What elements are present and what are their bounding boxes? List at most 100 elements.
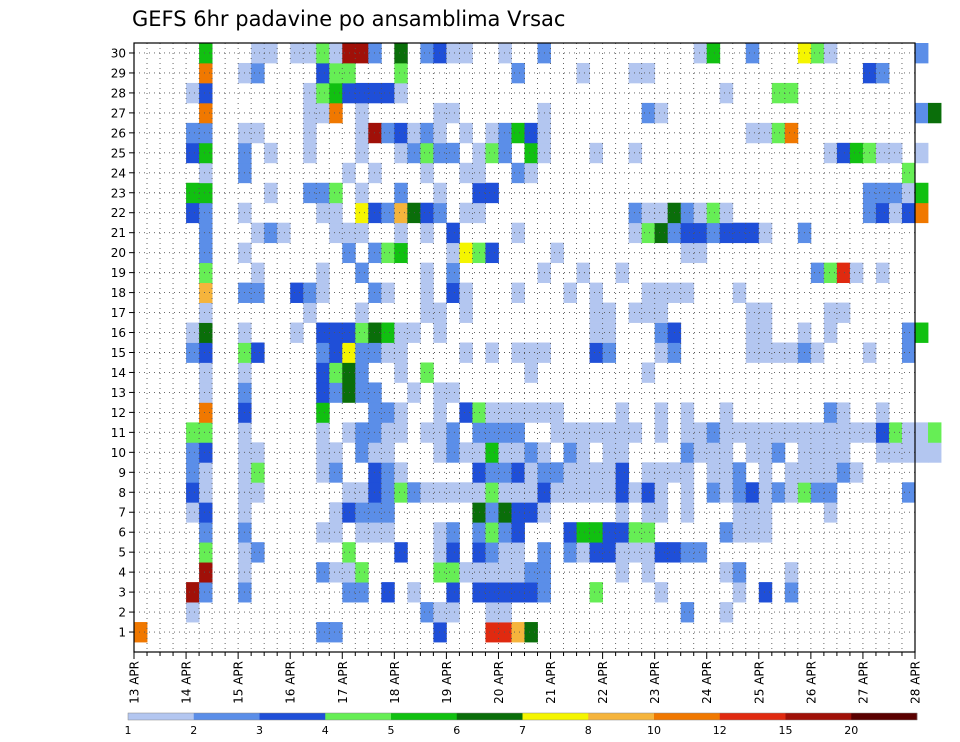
legend-label: 12 bbox=[713, 724, 727, 737]
legend-label: 6 bbox=[453, 724, 460, 737]
heatmap-cell bbox=[693, 242, 708, 264]
heatmap-cell bbox=[589, 522, 603, 543]
heatmap-cell bbox=[199, 402, 213, 423]
heatmap-cell bbox=[381, 402, 395, 423]
heatmap-cell bbox=[654, 582, 669, 603]
heatmap-cell bbox=[342, 502, 356, 523]
heatmap-cell bbox=[433, 122, 447, 144]
heatmap-cell bbox=[342, 222, 356, 244]
heatmap-cell bbox=[641, 282, 656, 303]
heatmap-cell bbox=[641, 202, 656, 224]
heatmap-cell bbox=[342, 342, 356, 363]
heatmap-cell bbox=[693, 43, 708, 64]
heatmap-cell bbox=[758, 522, 773, 543]
y-tick-label: 8 bbox=[118, 486, 126, 500]
heatmap-cell bbox=[485, 422, 499, 443]
heatmap-cell bbox=[199, 122, 213, 144]
heatmap-cell bbox=[875, 182, 890, 204]
legend-label: 4 bbox=[322, 724, 329, 737]
heatmap-cell bbox=[550, 402, 564, 423]
heatmap-cell bbox=[420, 262, 434, 284]
heatmap-cell bbox=[199, 382, 213, 403]
heatmap-cell bbox=[251, 442, 265, 463]
heatmap-cell bbox=[511, 622, 525, 643]
y-tick-label: 9 bbox=[118, 466, 126, 480]
heatmap-cell bbox=[823, 43, 838, 64]
heatmap-cell bbox=[875, 262, 890, 284]
x-tick-label: 24 APR bbox=[700, 661, 714, 704]
heatmap-cell bbox=[745, 342, 760, 363]
heatmap-cell bbox=[316, 342, 330, 363]
heatmap-cell bbox=[368, 382, 382, 403]
heatmap-cell bbox=[849, 422, 864, 443]
heatmap-cell bbox=[290, 43, 304, 64]
y-tick-label: 19 bbox=[111, 266, 126, 280]
heatmap-cell bbox=[680, 462, 695, 483]
heatmap-cell bbox=[394, 462, 408, 483]
heatmap-cell bbox=[433, 202, 447, 224]
heatmap-cell bbox=[563, 542, 577, 563]
heatmap-cell bbox=[186, 422, 200, 443]
heatmap-cell bbox=[823, 422, 838, 443]
heatmap-cell bbox=[433, 562, 447, 583]
legend-label: 3 bbox=[256, 724, 263, 737]
heatmap-cell bbox=[381, 82, 395, 104]
heatmap-cell bbox=[758, 502, 773, 523]
heatmap-cell bbox=[888, 182, 903, 204]
heatmap-cell bbox=[524, 342, 538, 363]
heatmap-cell bbox=[654, 322, 669, 343]
x-tick-label: 27 APR bbox=[856, 661, 870, 704]
heatmap-cell bbox=[836, 402, 851, 423]
legend-swatch bbox=[785, 713, 852, 720]
heatmap-cell bbox=[498, 43, 512, 64]
heatmap-cell bbox=[277, 222, 291, 244]
heatmap-cell bbox=[446, 542, 460, 563]
heatmap-cell bbox=[823, 442, 838, 463]
heatmap-cell bbox=[641, 302, 656, 323]
heatmap-cell bbox=[381, 322, 395, 343]
heatmap-cell bbox=[771, 482, 786, 503]
heatmap-cell bbox=[199, 43, 213, 64]
heatmap-cell bbox=[446, 442, 460, 463]
legend-label: 5 bbox=[388, 724, 395, 737]
legend-swatch bbox=[654, 713, 721, 720]
heatmap-cell bbox=[381, 482, 395, 503]
y-tick-label: 27 bbox=[111, 106, 126, 120]
heatmap-cell bbox=[915, 102, 929, 124]
heatmap-cell bbox=[654, 202, 669, 224]
legend-label: 8 bbox=[585, 724, 592, 737]
heatmap-cell bbox=[485, 482, 499, 503]
heatmap-cell bbox=[381, 202, 395, 224]
heatmap-cell bbox=[901, 442, 916, 463]
heatmap-cell bbox=[355, 362, 369, 383]
heatmap-cell bbox=[693, 222, 708, 244]
heatmap-cell bbox=[394, 142, 408, 164]
heatmap-cell bbox=[589, 462, 603, 483]
heatmap-cell bbox=[329, 62, 343, 84]
heatmap-cell bbox=[355, 342, 369, 363]
legend-swatch bbox=[259, 713, 326, 720]
legend-swatch bbox=[456, 713, 523, 720]
heatmap-cell bbox=[394, 422, 408, 443]
heatmap-cell bbox=[784, 422, 799, 443]
heatmap-cell bbox=[485, 182, 499, 204]
heatmap-cell bbox=[381, 582, 395, 603]
heatmap-cell bbox=[446, 482, 460, 503]
heatmap-cell bbox=[355, 202, 369, 224]
heatmap-cell bbox=[745, 482, 760, 503]
heatmap-cell bbox=[485, 622, 499, 643]
heatmap-cell bbox=[758, 582, 773, 603]
heatmap-cell bbox=[693, 442, 708, 463]
heatmap-cell bbox=[901, 482, 916, 503]
heatmap-cell bbox=[615, 262, 630, 284]
heatmap-cell bbox=[901, 182, 916, 204]
heatmap-cell bbox=[329, 102, 343, 124]
heatmap-cell bbox=[719, 522, 734, 543]
heatmap-cell bbox=[368, 82, 382, 104]
heatmap-cell bbox=[693, 202, 708, 224]
heatmap-cell bbox=[589, 582, 603, 603]
heatmap-cell bbox=[928, 442, 942, 463]
heatmap-cell bbox=[459, 342, 473, 363]
heatmap-cell bbox=[901, 322, 916, 343]
heatmap-cell bbox=[342, 162, 356, 184]
